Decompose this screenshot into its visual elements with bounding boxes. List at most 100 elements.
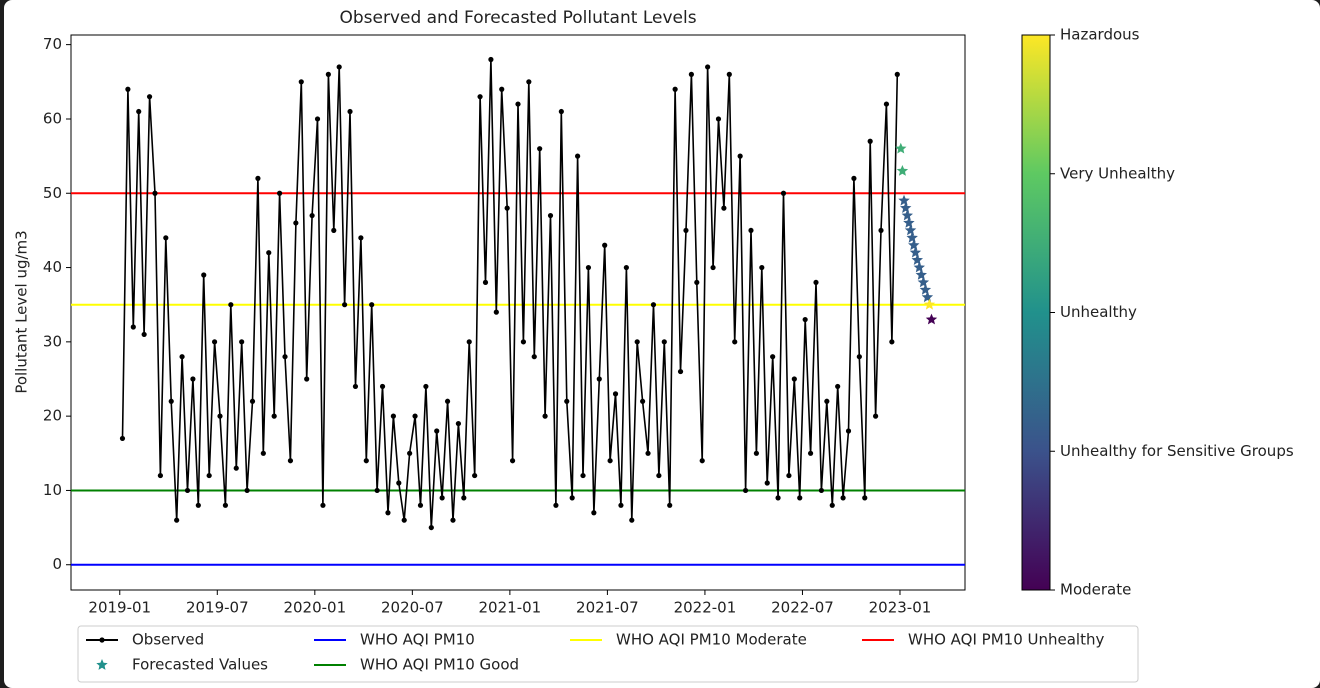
legend-label: WHO AQI PM10 Moderate — [616, 631, 807, 649]
observed-point — [748, 227, 754, 234]
observed-point — [320, 502, 326, 508]
observed-point — [461, 495, 467, 501]
observed-point — [564, 398, 570, 404]
y-tick-label: 30 — [43, 332, 62, 350]
forecast-point — [925, 313, 938, 325]
y-tick-label: 70 — [43, 35, 62, 53]
observed-point — [271, 413, 277, 419]
observed-point — [770, 354, 776, 360]
forecast-point — [913, 261, 925, 273]
observed-point — [824, 398, 830, 404]
observed-point — [396, 480, 402, 486]
observed-point — [840, 495, 846, 501]
observed-point — [450, 517, 456, 523]
observed-point — [807, 450, 814, 456]
observed-point — [174, 517, 180, 523]
observed-point — [184, 487, 191, 494]
observed-point — [282, 354, 288, 360]
observed-point — [379, 383, 386, 390]
forecast-point — [896, 165, 909, 176]
observed-point — [428, 524, 434, 531]
observed-point — [309, 212, 315, 219]
observed-point — [629, 517, 635, 523]
observed-point — [726, 71, 732, 77]
observed-point — [195, 502, 201, 508]
observed-point — [640, 398, 646, 404]
observed-point — [157, 472, 163, 479]
legend-label: Observed — [132, 631, 204, 649]
observed-point — [482, 279, 489, 286]
observed-point — [813, 279, 819, 286]
chart-title: Observed and Forecasted Pollutant Levels — [339, 8, 696, 28]
observed-point — [493, 309, 499, 315]
x-tick-label: 2021-07 — [576, 599, 639, 617]
observed-point — [255, 175, 261, 181]
observed-point — [715, 116, 722, 122]
observed-point — [520, 339, 527, 345]
observed-point — [277, 190, 283, 196]
observed-point — [374, 487, 380, 494]
observed-point — [239, 339, 245, 345]
observed-point — [136, 108, 142, 115]
observed-point — [390, 413, 396, 419]
observed-point — [363, 458, 369, 464]
observed-point — [585, 264, 592, 271]
observed-point — [211, 339, 218, 345]
forecast-point — [923, 298, 936, 310]
plot-area — [70, 34, 966, 591]
observed-point — [867, 138, 873, 144]
observed-point — [168, 398, 174, 404]
observed-point — [596, 376, 602, 382]
colorbar-tick-label: Unhealthy — [1060, 303, 1137, 321]
observed-point — [293, 220, 299, 226]
observed-point — [797, 495, 803, 501]
observed-point — [873, 413, 879, 419]
observed-point — [694, 279, 700, 286]
observed-point — [347, 108, 353, 115]
y-tick-label: 10 — [43, 481, 62, 499]
observed-point — [672, 86, 678, 92]
observed-point — [883, 101, 890, 107]
forecast-point — [906, 231, 918, 243]
observed-point — [163, 235, 169, 241]
observed-point — [683, 227, 689, 234]
observed-point — [721, 205, 727, 211]
forecast-point — [903, 217, 915, 228]
x-tick-label: 2019-01 — [88, 599, 151, 617]
observed-point — [179, 354, 185, 360]
observed-point — [314, 116, 321, 122]
observed-point — [705, 64, 711, 70]
forecast-point — [908, 239, 920, 251]
observed-point — [331, 227, 337, 234]
observed-point — [612, 391, 619, 397]
observed-point — [499, 86, 505, 92]
forecast-point — [919, 283, 932, 295]
forecast-point — [904, 224, 917, 236]
forecast-point — [909, 246, 922, 258]
observed-point — [759, 264, 765, 271]
observed-point — [742, 487, 749, 494]
observed-point — [206, 472, 212, 479]
x-tick-label: 2021-01 — [479, 599, 542, 617]
observed-point — [526, 79, 532, 85]
x-tick-label: 2019-07 — [186, 599, 249, 617]
observed-point — [228, 302, 234, 308]
observed-point — [119, 435, 126, 442]
y-tick-label: 60 — [43, 109, 62, 127]
observed-point — [835, 383, 841, 390]
observed-point — [542, 413, 548, 419]
legend-label: WHO AQI PM10 Good — [360, 656, 519, 674]
forecast-point — [895, 142, 907, 154]
observed-point — [699, 458, 705, 464]
observed-point — [434, 428, 440, 434]
observed-point — [764, 480, 770, 486]
observed-point — [336, 64, 342, 70]
observed-point — [661, 339, 667, 345]
observed-point — [547, 212, 554, 219]
observed-point — [509, 458, 516, 464]
observed-point — [894, 71, 900, 77]
observed-point — [634, 339, 640, 345]
observed-point — [141, 331, 147, 338]
observed-point — [504, 205, 510, 211]
observed-point — [753, 450, 760, 456]
